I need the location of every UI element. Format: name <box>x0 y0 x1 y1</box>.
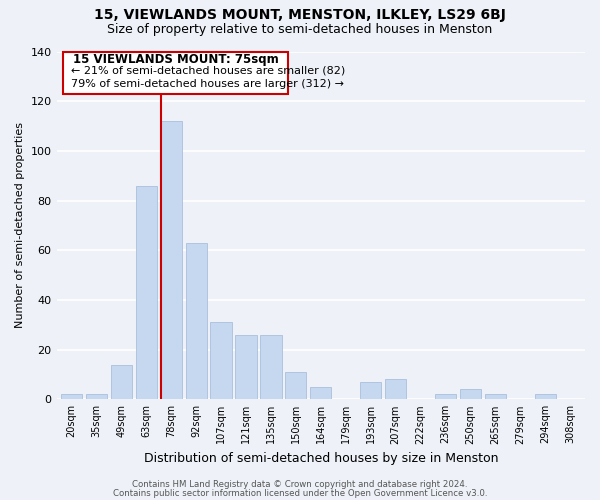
Bar <box>435 394 456 400</box>
Bar <box>285 372 307 400</box>
Bar <box>385 380 406 400</box>
Bar <box>235 334 257 400</box>
Text: 15, VIEWLANDS MOUNT, MENSTON, ILKLEY, LS29 6BJ: 15, VIEWLANDS MOUNT, MENSTON, ILKLEY, LS… <box>94 8 506 22</box>
Text: Size of property relative to semi-detached houses in Menston: Size of property relative to semi-detach… <box>107 22 493 36</box>
Bar <box>360 382 381 400</box>
Y-axis label: Number of semi-detached properties: Number of semi-detached properties <box>15 122 25 328</box>
Bar <box>86 394 107 400</box>
Bar <box>310 387 331 400</box>
Text: ← 21% of semi-detached houses are smaller (82): ← 21% of semi-detached houses are smalle… <box>71 66 345 76</box>
Text: 79% of semi-detached houses are larger (312) →: 79% of semi-detached houses are larger (… <box>71 80 344 90</box>
Bar <box>535 394 556 400</box>
Text: Contains public sector information licensed under the Open Government Licence v3: Contains public sector information licen… <box>113 488 487 498</box>
Bar <box>485 394 506 400</box>
Bar <box>460 390 481 400</box>
Bar <box>136 186 157 400</box>
Bar <box>260 334 281 400</box>
Bar <box>111 364 132 400</box>
FancyBboxPatch shape <box>63 52 289 94</box>
Bar <box>161 121 182 400</box>
Text: 15 VIEWLANDS MOUNT: 75sqm: 15 VIEWLANDS MOUNT: 75sqm <box>73 53 278 66</box>
X-axis label: Distribution of semi-detached houses by size in Menston: Distribution of semi-detached houses by … <box>143 452 498 465</box>
Bar <box>185 243 207 400</box>
Bar <box>61 394 82 400</box>
Bar <box>211 322 232 400</box>
Text: Contains HM Land Registry data © Crown copyright and database right 2024.: Contains HM Land Registry data © Crown c… <box>132 480 468 489</box>
